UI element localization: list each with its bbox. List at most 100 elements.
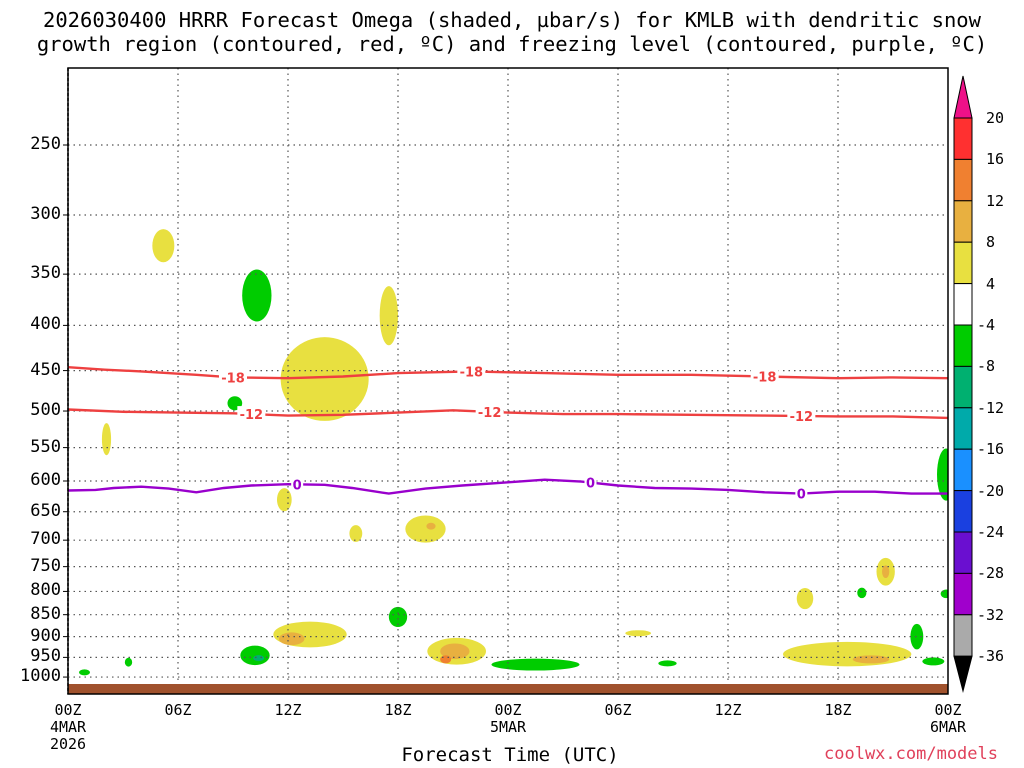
omega-region-21: [440, 655, 452, 664]
omega-region-3: [379, 286, 399, 346]
y-tick-label-800: 800: [30, 580, 61, 601]
y-tick-label-950: 950: [30, 646, 61, 667]
colorbar-label-2: 12: [986, 191, 1005, 210]
contour-label-freezing_level_0C-0: 0: [293, 478, 302, 493]
x-axis-title: Forecast Time (UTC): [401, 744, 619, 766]
omega-region-10: [937, 448, 948, 501]
colorbar-label-1: 16: [986, 150, 1005, 169]
colorbar-segment-12: [953, 614, 973, 657]
omega-region-7: [349, 525, 363, 542]
contour-label-bg-dendritic_growth_-12C-2: [787, 407, 816, 423]
omega-region-31: [910, 623, 924, 650]
colorbar-segment-10: [953, 531, 973, 574]
colorbar-label-4: 4: [986, 274, 996, 293]
omega-region-25: [796, 587, 814, 610]
omega-region-26: [857, 587, 867, 599]
x-tick-label-18-0: 18Z: [384, 701, 412, 719]
contour-dendritic_growth_-18C: [68, 366, 948, 380]
x-tick-label-0-1: 4MAR: [49, 718, 87, 736]
y-tick-label-250: 250: [30, 134, 61, 154]
contour-label-dendritic_growth_-12C-1: -12: [478, 406, 502, 421]
omega-region-23: [658, 660, 677, 667]
colorbar-label-0: 20: [986, 109, 1005, 127]
contour-label-dendritic_growth_-12C-0: -12: [240, 408, 264, 423]
omega-region-20: [440, 643, 470, 660]
colorbar-label-5: -4: [977, 316, 996, 334]
contour-label-bg-dendritic_growth_-18C-1: [457, 363, 486, 379]
omega-region-8: [405, 515, 446, 543]
contour-label-freezing_level_0C-2: 0: [797, 488, 806, 503]
contour-label-dendritic_growth_-18C-2: -18: [753, 371, 777, 386]
x-tick-label-36-0: 12Z: [714, 701, 742, 719]
colorbar-segment-9: [953, 490, 973, 533]
omega-region-5: [101, 423, 112, 456]
omega-region-12: [388, 606, 408, 628]
contour-freezing_level_0C: [68, 478, 948, 495]
colorbar-label-3: 8: [986, 233, 996, 252]
plot-area-group: -18 -18 -18 -12 -12 -12 0 0 0: [68, 68, 948, 694]
contour-label-bg-freezing_level_0C-2: [795, 485, 808, 501]
x-tick-label-30-0: 06Z: [604, 701, 632, 719]
contour-label-bg-freezing_level_0C-1: [584, 474, 597, 490]
omega-region-30: [852, 655, 890, 664]
colorbar-label-7: -12: [977, 398, 1005, 417]
omega-region-24: [625, 630, 652, 637]
x-tick-label-48-0: 00Z: [934, 701, 962, 719]
x-tick-label-48-1: 6MAR: [929, 718, 967, 736]
x-tick-label-24-1: 5MAR: [489, 718, 527, 736]
colorbar-label-12: -32: [977, 605, 1005, 624]
omega-region-2: [280, 337, 369, 421]
credit-text: coolwx.com/models: [824, 744, 998, 764]
colorbar-label-10: -24: [977, 523, 1005, 541]
contour-label-bg-dendritic_growth_-12C-0: [237, 406, 266, 422]
ground-surface: [68, 684, 948, 694]
y-tick-label-400: 400: [30, 314, 61, 335]
y-tick-label-650: 650: [30, 500, 61, 521]
contour-label-bg-freezing_level_0C-0: [291, 476, 304, 492]
omega-region-11: [940, 589, 948, 599]
omega-region-28: [882, 565, 890, 579]
y-tick-label-300: 300: [30, 203, 61, 224]
colorbar-label-6: -8: [977, 357, 996, 376]
y-tick-label-500: 500: [30, 400, 61, 421]
colorbar-segment-0: [953, 117, 973, 160]
contour-label-freezing_level_0C-1: 0: [586, 477, 595, 492]
colorbar-bottom-triangle: [953, 655, 973, 693]
omega-region-14: [278, 632, 305, 646]
contour-label-dendritic_growth_-18C-1: -18: [460, 365, 484, 380]
contour-label-bg-dendritic_growth_-18C-2: [750, 368, 779, 384]
contour-label-bg-dendritic_growth_-12C-1: [475, 403, 504, 419]
omega-region-6: [277, 488, 292, 512]
omega-region-29: [783, 641, 912, 667]
y-tick-label-900: 900: [30, 625, 61, 646]
x-tick-label-6-0: 06Z: [164, 701, 192, 719]
colorbar-segment-8: [953, 448, 973, 492]
omega-region-32: [922, 657, 945, 666]
y-tick-label-1000: 1000: [20, 666, 61, 687]
colorbar-segment-2: [953, 200, 973, 243]
chart-title-line-2: growth region (contoured, red, ºC) and f…: [36, 32, 988, 56]
omega-region-15: [240, 645, 270, 666]
contour-label-dendritic_growth_-18C-0: -18: [221, 371, 245, 386]
omega-region-18: [124, 657, 133, 667]
colorbar-segment-6: [953, 365, 973, 409]
x-tick-label-0-0: 00Z: [54, 701, 82, 719]
colorbar-segment-3: [953, 241, 973, 285]
colorbar-segment-7: [953, 407, 973, 450]
contour-label-dendritic_growth_-12C-2: -12: [790, 410, 814, 425]
colorbar-top-triangle: [953, 75, 973, 119]
y-tick-label-750: 750: [30, 555, 61, 576]
omega-region-0: [152, 229, 175, 263]
omega-region-17: [79, 669, 90, 676]
omega-region-1: [242, 269, 272, 322]
x-tick-label-24-0: 00Z: [494, 701, 522, 719]
y-tick-label-700: 700: [30, 529, 61, 550]
colorbar-segment-11: [953, 572, 973, 616]
x-tick-label-0-2: 2026: [49, 735, 87, 753]
y-tick-label-350: 350: [30, 263, 61, 284]
x-tick-label-42-0: 18Z: [824, 701, 852, 719]
x-tick-label-12-0: 12Z: [274, 701, 302, 719]
colorbar-segment-5: [953, 324, 973, 367]
